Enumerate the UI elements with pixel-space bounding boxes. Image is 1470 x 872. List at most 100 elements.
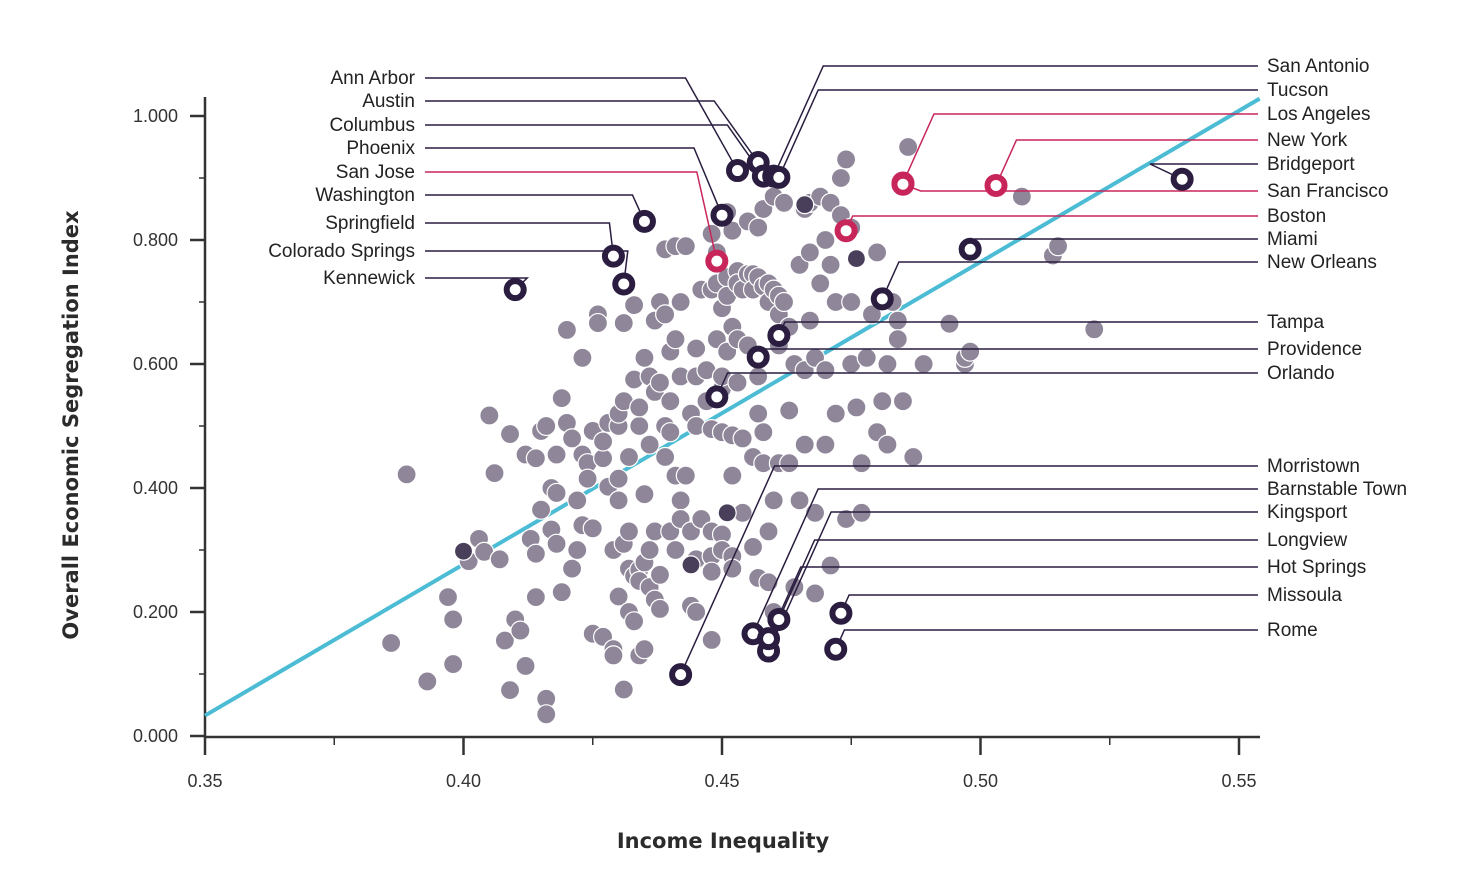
city-label: Los Angeles bbox=[1267, 104, 1371, 125]
highlight-point bbox=[984, 173, 1008, 197]
leader-line bbox=[778, 89, 1258, 178]
data-point bbox=[567, 490, 588, 511]
data-point bbox=[494, 630, 515, 651]
data-point bbox=[799, 242, 820, 263]
data-point bbox=[546, 533, 567, 554]
highlight-point bbox=[503, 278, 527, 302]
data-point bbox=[618, 521, 640, 542]
highlight-point bbox=[891, 172, 915, 196]
city-label: Longview bbox=[1267, 530, 1348, 551]
leader-line bbox=[902, 113, 1258, 184]
city-label: Springfield bbox=[325, 213, 415, 234]
city-label: Providence bbox=[1267, 339, 1362, 360]
highlight-point bbox=[746, 345, 770, 369]
data-point bbox=[634, 639, 655, 660]
data-point bbox=[572, 347, 593, 368]
data-point bbox=[443, 653, 464, 675]
data-point bbox=[1084, 319, 1105, 340]
highlight-point bbox=[834, 219, 858, 243]
data-point bbox=[613, 679, 634, 700]
data-point bbox=[639, 434, 660, 455]
data-point bbox=[748, 366, 769, 387]
leader-line bbox=[778, 321, 1258, 336]
data-point bbox=[1047, 236, 1069, 257]
data-point bbox=[499, 423, 521, 445]
leader-line bbox=[425, 194, 646, 222]
data-point bbox=[804, 502, 826, 523]
data-point bbox=[815, 434, 836, 455]
city-label: San Francisco bbox=[1267, 181, 1388, 202]
highlighted-points bbox=[503, 151, 1194, 687]
data-point-dark bbox=[795, 195, 815, 215]
highlight-point bbox=[829, 601, 853, 625]
data-point-dark bbox=[681, 555, 701, 575]
data-point bbox=[546, 444, 567, 465]
data-point bbox=[675, 236, 696, 257]
data-point bbox=[634, 347, 655, 368]
data-point bbox=[639, 539, 660, 561]
data-point bbox=[551, 388, 572, 409]
y-axis-title: Overall Economic Segregation Index bbox=[59, 210, 83, 640]
x-axis-title: Income Inequality bbox=[617, 829, 830, 853]
city-label: Phoenix bbox=[346, 138, 415, 159]
data-point bbox=[722, 220, 743, 241]
city-label: Washington bbox=[315, 185, 415, 206]
y-tick-label: 1.000 bbox=[133, 106, 178, 126]
data-point bbox=[903, 446, 924, 468]
data-point bbox=[851, 453, 872, 474]
data-point bbox=[675, 465, 696, 486]
city-label: Tampa bbox=[1267, 312, 1324, 333]
city-label: San Antonio bbox=[1267, 56, 1369, 77]
data-point bbox=[396, 464, 417, 485]
data-point bbox=[825, 403, 846, 424]
city-label: San Jose bbox=[336, 162, 415, 183]
data-point bbox=[830, 167, 852, 189]
data-point bbox=[758, 572, 779, 593]
data-point bbox=[649, 372, 671, 393]
data-point bbox=[618, 446, 640, 468]
data-point bbox=[603, 645, 624, 666]
data-point bbox=[804, 583, 826, 604]
data-point bbox=[810, 273, 831, 294]
highlight-point bbox=[767, 607, 791, 631]
highlight-point bbox=[710, 203, 734, 227]
leader-line bbox=[835, 629, 1258, 650]
data-point bbox=[748, 217, 769, 238]
city-label: Hot Springs bbox=[1267, 557, 1366, 578]
data-point bbox=[887, 329, 908, 350]
data-point bbox=[872, 391, 893, 412]
data-point bbox=[898, 136, 919, 158]
data-point bbox=[861, 304, 883, 325]
city-label: Bridgeport bbox=[1267, 154, 1355, 175]
data-point bbox=[443, 609, 464, 630]
highlight-point bbox=[767, 165, 791, 189]
data-point bbox=[561, 558, 583, 579]
city-label: New York bbox=[1267, 130, 1348, 151]
data-point bbox=[789, 490, 810, 511]
x-tick-label: 0.50 bbox=[963, 771, 998, 791]
city-label: Ann Arbor bbox=[331, 68, 416, 89]
leader-line bbox=[425, 147, 723, 216]
x-tick-label: 0.45 bbox=[704, 771, 739, 791]
data-point bbox=[634, 484, 655, 505]
leader-line bbox=[1149, 163, 1258, 180]
data-point bbox=[649, 598, 671, 620]
x-tick-label: 0.35 bbox=[187, 771, 222, 791]
data-point bbox=[489, 549, 510, 570]
city-label: Kingsport bbox=[1267, 502, 1348, 523]
data-point bbox=[1011, 186, 1032, 207]
leader-line bbox=[425, 100, 759, 163]
data-point bbox=[567, 539, 588, 561]
data-point bbox=[660, 422, 681, 443]
data-point bbox=[686, 601, 707, 623]
data-point bbox=[701, 629, 722, 651]
leader-line bbox=[752, 488, 1258, 635]
data-point bbox=[856, 347, 877, 368]
city-label: Austin bbox=[362, 91, 415, 112]
data-point bbox=[758, 521, 779, 542]
city-label: Missoula bbox=[1267, 585, 1342, 606]
leader-line bbox=[425, 77, 739, 171]
city-label: Kennewick bbox=[323, 268, 415, 289]
leader-line bbox=[881, 261, 1258, 300]
